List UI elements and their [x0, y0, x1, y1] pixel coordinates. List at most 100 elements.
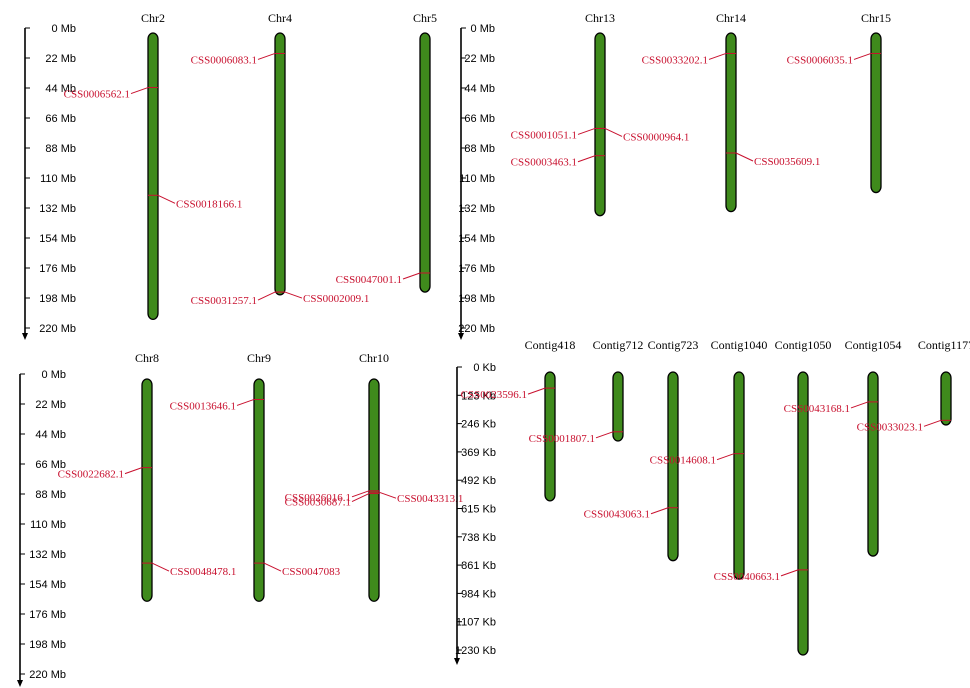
marker-leader	[780, 569, 799, 577]
axis-tick-label: 132 Mb	[29, 549, 66, 561]
panel-d: 0 Kb 123 Kb 246 Kb 369 Kb 492 Kb 615 Kb 738 Kb…	[454, 338, 970, 665]
chromosome-chr2: Chr2 CSS0006562.1 CSS0018166.1	[64, 11, 242, 321]
axis-tick-label: 88 Mb	[35, 489, 66, 501]
marker-leader	[735, 152, 754, 162]
chromosome-contig418: Contig418 CSS0023596.1	[461, 338, 575, 502]
marker-leader	[284, 291, 303, 299]
marker-label: CSS0047001.1	[336, 274, 402, 286]
chromosome-name: Contig1050	[775, 338, 832, 352]
panel-b: 0 Mb 22 Mb 44 Mb 66 Mb 88 Mb 110 Mb 132 Mb 154 …	[458, 11, 891, 340]
axis-tick-label: 198 Mb	[458, 293, 495, 305]
axis-tick-label: 615 Kb	[461, 504, 496, 516]
chromosome-bar	[368, 378, 380, 602]
chromosome-bar	[594, 32, 606, 217]
axis-tick-label: 861 Kb	[461, 560, 496, 572]
marker-leader	[257, 291, 276, 301]
marker-label: CSS0022682.1	[58, 469, 124, 481]
chromosome-name: Chr4	[268, 11, 292, 25]
axis-tick-label: 246 Kb	[461, 419, 496, 431]
axis-tick-label: 132 Mb	[39, 203, 76, 215]
chromosome-bar	[667, 371, 679, 562]
marker-leader	[577, 127, 596, 135]
axis-tick-label: 44 Mb	[45, 83, 76, 95]
axis-tick-label: 0 Mb	[52, 23, 76, 35]
axis-tick-label: 738 Kb	[461, 532, 496, 544]
chromosome-chr8: Chr8 CSS0022682.1 CSS0048478.1	[58, 351, 236, 602]
chromosome-bar	[797, 371, 809, 656]
marker-label: CSS0006562.1	[64, 89, 130, 101]
chromosome-bar	[274, 32, 286, 296]
axis-tick-label: 220 Mb	[39, 323, 76, 335]
marker-label: CSS0018166.1	[176, 198, 242, 210]
axis-tick-label: 198 Mb	[39, 293, 76, 305]
chromosome-name: Chr2	[141, 11, 165, 25]
axis-tick-label: 22 Mb	[45, 53, 76, 65]
chromosome-chr13: Chr13 CSS0001051.1 CSS0000964.1 CSS0003463.…	[511, 11, 689, 217]
chromosome-chr4: Chr4 CSS0006083.1 CSS0031257.1 CSS0002009.1	[191, 11, 370, 307]
axis-tick-label: 66 Mb	[35, 459, 66, 471]
marker-leader	[923, 419, 942, 427]
marker-leader	[850, 401, 869, 409]
chromosome-bar	[147, 32, 159, 321]
marker-label: CSS0006035.1	[787, 54, 853, 66]
marker-leader	[351, 490, 370, 498]
axis-tick-label: 44 Mb	[35, 429, 66, 441]
axis-arrow	[22, 333, 28, 340]
chromosome-name: Chr8	[135, 351, 159, 365]
marker-label: CSS0048478.1	[170, 566, 236, 578]
marker-leader	[604, 128, 623, 137]
axis-tick-label: 66 Mb	[464, 113, 495, 125]
marker-leader	[595, 431, 614, 439]
chromosome-bar	[612, 371, 624, 442]
chromosome-bar	[733, 371, 745, 580]
axis-tick-label: 123 Kb	[461, 390, 496, 402]
marker-label: CSS0035609.1	[754, 156, 820, 168]
chromosome-contig723: Contig723 CSS0043063.1	[584, 338, 699, 562]
marker-label: CSS0026016.1	[285, 492, 351, 504]
marker-leader	[351, 493, 370, 502]
marker-leader	[577, 155, 596, 163]
chromosome-chr5: Chr5 CSS0047001.1	[336, 11, 437, 293]
marker-label: CSS0043313.1	[397, 493, 463, 505]
chromosome-name: Chr13	[585, 11, 615, 25]
axis-arrow	[458, 333, 464, 340]
chromosome-name: Contig723	[648, 338, 699, 352]
chromosome-name: Contig712	[593, 338, 644, 352]
axis-tick-label: 220 Mb	[29, 669, 66, 681]
chromosome-name: Chr10	[359, 351, 389, 365]
axis-tick-label: 220 Mb	[458, 323, 495, 335]
marker-label: CSS0014608.1	[650, 455, 716, 467]
axis-tick-label: 154 Mb	[29, 579, 66, 591]
chromosome-bar	[725, 32, 737, 213]
marker-label: CSS0031257.1	[191, 295, 257, 307]
axis-tick-label: 0 Kb	[473, 362, 496, 374]
marker-label: CSS0043168.1	[784, 403, 850, 415]
chromosome-name: Contig1177	[918, 338, 970, 352]
marker-label: CSS0023596.1	[461, 389, 527, 401]
marker-leader	[124, 467, 143, 475]
marker-leader	[151, 562, 170, 572]
marker-label: CSS0003463.1	[511, 157, 577, 169]
chromosome-chr9: Chr9 CSS0013646.1 CSS0047083	[170, 351, 341, 602]
chromosome-bar	[253, 378, 265, 602]
axis-tick-label: 198 Mb	[29, 639, 66, 651]
axis-tick-label: 984 Kb	[461, 588, 496, 600]
axis-arrow	[17, 680, 23, 687]
marker-label: CSS0001051.1	[511, 129, 577, 141]
marker-label: CSS0001807.1	[529, 433, 595, 445]
chromosome-name: Chr15	[861, 11, 891, 25]
marker-label: CSS0000964.1	[623, 131, 689, 143]
marker-leader	[853, 52, 872, 60]
marker-leader	[257, 52, 276, 60]
chromosome-chr14: Chr14 CSS0033202.1 CSS0035609.1	[642, 11, 820, 213]
chromosome-chr15: Chr15 CSS0006035.1	[787, 11, 891, 194]
axis-tick-label: 176 Mb	[39, 263, 76, 275]
chromosome-bar	[141, 378, 153, 602]
chromosome-name: Chr14	[716, 11, 746, 25]
marker-leader	[527, 387, 546, 395]
axis-tick-label: 110 Mb	[459, 173, 495, 185]
axis-tick-label: 66 Mb	[45, 113, 76, 125]
axis-tick-label: 369 Kb	[461, 447, 496, 459]
